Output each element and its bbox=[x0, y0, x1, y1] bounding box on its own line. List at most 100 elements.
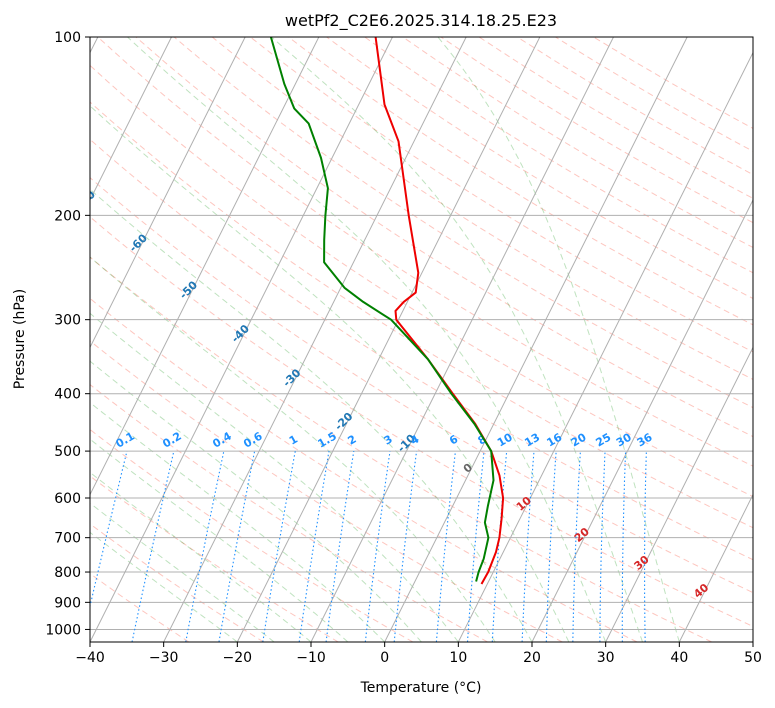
isotherm-line bbox=[90, 37, 393, 642]
dry-adiabat-line bbox=[90, 340, 563, 642]
x-tick-label: −40 bbox=[75, 650, 105, 666]
mixing-ratio-line bbox=[298, 451, 330, 642]
x-axis-label: Temperature (°C) bbox=[360, 680, 482, 696]
y-tick-label: 700 bbox=[54, 531, 81, 547]
dry-adiabat-line bbox=[326, 37, 753, 300]
dry-adiabat-line bbox=[90, 297, 638, 642]
isotherm-label: -80 bbox=[23, 144, 46, 167]
isotherm-line bbox=[90, 37, 320, 496]
isotherm-line bbox=[163, 37, 467, 642]
mixing-ratio-label: 0.4 bbox=[210, 429, 234, 450]
plot-frame bbox=[89, 36, 754, 643]
mixing-ratio-label: 20 bbox=[569, 430, 589, 449]
mixing-ratio-label: 16 bbox=[545, 430, 565, 449]
y-tick-label: 400 bbox=[54, 387, 81, 403]
moist-adiabat-line bbox=[90, 531, 238, 642]
isotherm-label: -70 bbox=[75, 188, 98, 211]
mixing-ratio-line bbox=[131, 450, 175, 642]
mixing-ratio-line bbox=[364, 451, 391, 642]
dry-adiabat-line bbox=[211, 37, 753, 380]
background-lines bbox=[90, 37, 753, 642]
moist-adiabat-line bbox=[90, 256, 496, 642]
dry-adiabat-line bbox=[90, 64, 753, 498]
isotherm-line bbox=[531, 198, 753, 642]
moist-adiabat-line bbox=[90, 438, 349, 642]
mixing-ratio-line bbox=[466, 451, 485, 642]
dry-adiabat-line bbox=[90, 101, 753, 529]
dewpoint-profile-line bbox=[269, 37, 495, 582]
x-axis-ticks: −40 −30 −20 −10 0 10 20 30 40 50 bbox=[75, 642, 762, 666]
isotherm-line bbox=[752, 640, 753, 642]
dry-adiabat-line bbox=[173, 37, 753, 409]
moist-adiabat-line bbox=[127, 37, 607, 642]
moist-adiabat-line bbox=[271, 37, 643, 642]
y-axis-ticks: 100 200 300 400 500 600 700 800 900 1000 bbox=[45, 30, 90, 638]
dry-adiabat-line bbox=[364, 37, 753, 274]
isotherm-line bbox=[678, 493, 753, 642]
isotherm-line bbox=[384, 37, 688, 642]
mixing-ratio-line bbox=[621, 451, 627, 642]
dry-adiabat-line bbox=[90, 216, 753, 628]
mixing-ratio-label: 0.1 bbox=[114, 430, 137, 451]
moist-adiabat-line bbox=[90, 471, 312, 642]
x-tick-label: 30 bbox=[597, 650, 615, 666]
x-tick-label: 10 bbox=[449, 650, 467, 666]
isotherm-line bbox=[605, 346, 753, 642]
moist-adiabat-line bbox=[437, 37, 680, 642]
mixing-ratio-label: 10 bbox=[495, 430, 515, 449]
isotherm-line bbox=[457, 51, 753, 642]
dry-adiabat-line bbox=[90, 176, 753, 594]
isotherm-line bbox=[236, 37, 541, 642]
dry-adiabat-line bbox=[90, 428, 414, 642]
mixing-ratio-label: 30 bbox=[614, 430, 634, 449]
isotherm-line bbox=[90, 37, 246, 349]
dry-adiabat-line bbox=[90, 475, 339, 642]
dry-adiabat-line bbox=[516, 37, 753, 176]
dry-adiabat-line bbox=[90, 138, 753, 561]
mixing-ratio-label: 1.5 bbox=[316, 430, 339, 451]
mixing-ratio-label: 1 bbox=[287, 433, 300, 448]
y-tick-label: 800 bbox=[54, 565, 81, 581]
y-tick-label: 900 bbox=[54, 595, 81, 611]
profiles bbox=[269, 37, 505, 585]
x-tick-label: −10 bbox=[296, 650, 326, 666]
mixing-ratio-label: 6 bbox=[447, 432, 460, 447]
y-tick-label: 1000 bbox=[45, 622, 81, 638]
temperature-profile-line bbox=[374, 37, 505, 585]
dry-adiabat-line bbox=[90, 256, 712, 642]
dry-adiabat-line bbox=[593, 37, 753, 129]
moist-adiabat-line bbox=[90, 360, 422, 642]
moist-adiabat-line bbox=[90, 401, 386, 642]
dry-adiabat-line bbox=[402, 37, 753, 249]
moist-adiabat-line bbox=[90, 188, 533, 642]
x-tick-label: 50 bbox=[744, 650, 762, 666]
isotherm-line bbox=[310, 37, 614, 642]
isotherm-line bbox=[90, 37, 172, 202]
chart-title: wetPf2_C2E6.2025.314.18.25.E23 bbox=[285, 11, 557, 31]
dry-adiabat-line bbox=[555, 37, 753, 152]
y-tick-label: 200 bbox=[54, 208, 81, 224]
mixing-ratio-label: 0.2 bbox=[160, 430, 183, 451]
x-tick-label: −20 bbox=[223, 650, 253, 666]
mixing-ratio-line bbox=[599, 451, 606, 642]
mixing-ratio-line bbox=[393, 451, 418, 642]
mixing-ratio-line bbox=[90, 450, 128, 609]
mixing-ratio-label: 2 bbox=[345, 433, 358, 448]
moist-adiabat-line bbox=[90, 312, 459, 642]
mixing-ratio-line bbox=[218, 450, 256, 642]
mixing-ratio-line bbox=[644, 451, 647, 642]
x-tick-label: −30 bbox=[149, 650, 179, 666]
dry-adiabat-label: 0 bbox=[461, 461, 475, 476]
y-tick-label: 600 bbox=[54, 491, 81, 507]
dry-adiabat-line bbox=[90, 523, 264, 642]
dry-adiabat-line bbox=[249, 37, 753, 353]
mixing-ratio-label: 25 bbox=[593, 431, 613, 450]
y-axis-label: Pressure (hPa) bbox=[12, 289, 28, 389]
y-tick-label: 500 bbox=[54, 444, 81, 460]
dry-adiabat-line bbox=[90, 572, 190, 642]
mixing-ratio-label: 36 bbox=[635, 430, 655, 449]
mixing-ratio-line bbox=[325, 451, 355, 642]
y-tick-label: 300 bbox=[54, 313, 81, 329]
dry-adiabat-line bbox=[90, 383, 488, 642]
